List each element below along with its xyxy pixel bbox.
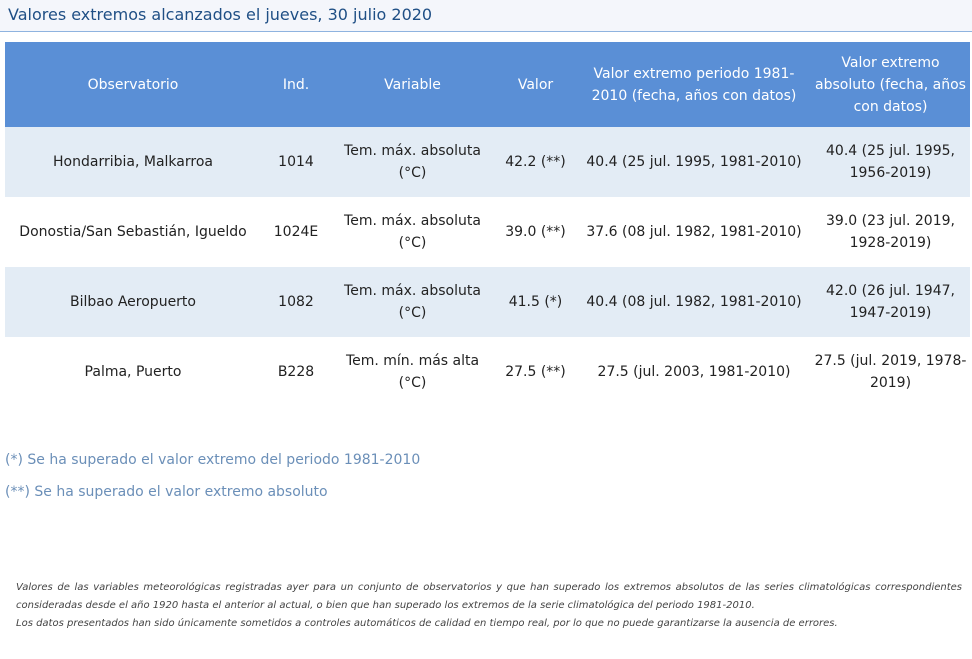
title-bar: Valores extremos alcanzados el jueves, 3… <box>0 0 972 32</box>
cell-indicativo: 1014 <box>261 127 331 197</box>
cell-valor: 41.5 (*) <box>494 267 577 337</box>
note-periodo: (*) Se ha superado el valor extremo del … <box>5 452 421 468</box>
header-variable: Variable <box>331 42 494 127</box>
cell-observatorio: Bilbao Aeropuerto <box>5 267 261 337</box>
header-observatorio: Observatorio <box>5 42 261 127</box>
cell-variable: Tem. máx. absoluta (°C) <box>331 127 494 197</box>
footer-disclaimer: Valores de las variables meteorológicas … <box>16 579 962 633</box>
cell-indicativo: 1082 <box>261 267 331 337</box>
header-extremo-absoluto: Valor extremo absoluto (fecha, años con … <box>811 42 970 127</box>
table-row: Hondarribia, Malkarroa 1014 Tem. máx. ab… <box>5 127 970 197</box>
cell-extremo-absoluto: 40.4 (25 jul. 1995, 1956-2019) <box>811 127 970 197</box>
cell-extremo-absoluto: 42.0 (26 jul. 1947, 1947-2019) <box>811 267 970 337</box>
extremes-table: Observatorio Ind. Variable Valor Valor e… <box>5 42 970 407</box>
header-indicativo: Ind. <box>261 42 331 127</box>
cell-extremo-periodo: 27.5 (jul. 2003, 1981-2010) <box>597 364 791 380</box>
cell-variable: Tem. máx. absoluta (°C) <box>344 213 481 251</box>
cell-indicativo: B228 <box>277 364 315 380</box>
cell-extremo-absoluto: 39.0 (23 jul. 2019, 1928-2019) <box>826 213 955 251</box>
cell-extremo-periodo: 37.6 (08 jul. 1982, 1981-2010) <box>586 224 802 240</box>
table-row: Bilbao Aeropuerto 1082 Tem. máx. absolut… <box>5 267 970 337</box>
cell-extremo-absoluto: 27.5 (jul. 2019, 1978-2019) <box>814 353 967 391</box>
footer-paragraph-quality: Los datos presentados han sido únicament… <box>16 618 838 629</box>
cell-extremo-periodo: 40.4 (25 jul. 1995, 1981-2010) <box>577 127 811 197</box>
note-absoluto: (**) Se ha superado el valor extremo abs… <box>5 484 328 500</box>
cell-indicativo: 1024E <box>273 224 319 240</box>
header-valor: Valor <box>494 42 577 127</box>
cell-observatorio: Hondarribia, Malkarroa <box>5 127 261 197</box>
cell-extremo-periodo: 40.4 (08 jul. 1982, 1981-2010) <box>577 267 811 337</box>
cell-observatorio: Palma, Puerto <box>84 364 182 380</box>
cell-variable: Tem. mín. más alta (°C) <box>345 353 480 391</box>
cell-valor: 39.0 (**) <box>505 224 566 240</box>
table-header-row: Observatorio Ind. Variable Valor Valor e… <box>5 42 970 127</box>
table-row: Donostia/San Sebastián, Igueldo 1024E Te… <box>5 197 970 267</box>
table-row: Palma, Puerto B228 Tem. mín. más alta (°… <box>5 337 970 407</box>
cell-variable: Tem. máx. absoluta (°C) <box>331 267 494 337</box>
cell-observatorio: Donostia/San Sebastián, Igueldo <box>19 224 247 240</box>
cell-valor: 27.5 (**) <box>505 364 566 380</box>
header-extremo-periodo: Valor extremo periodo 1981-2010 (fecha, … <box>577 42 811 127</box>
cell-valor: 42.2 (**) <box>494 127 577 197</box>
page-title: Valores extremos alcanzados el jueves, 3… <box>8 5 433 24</box>
footer-paragraph-description: Valores de las variables meteorológicas … <box>16 582 962 611</box>
